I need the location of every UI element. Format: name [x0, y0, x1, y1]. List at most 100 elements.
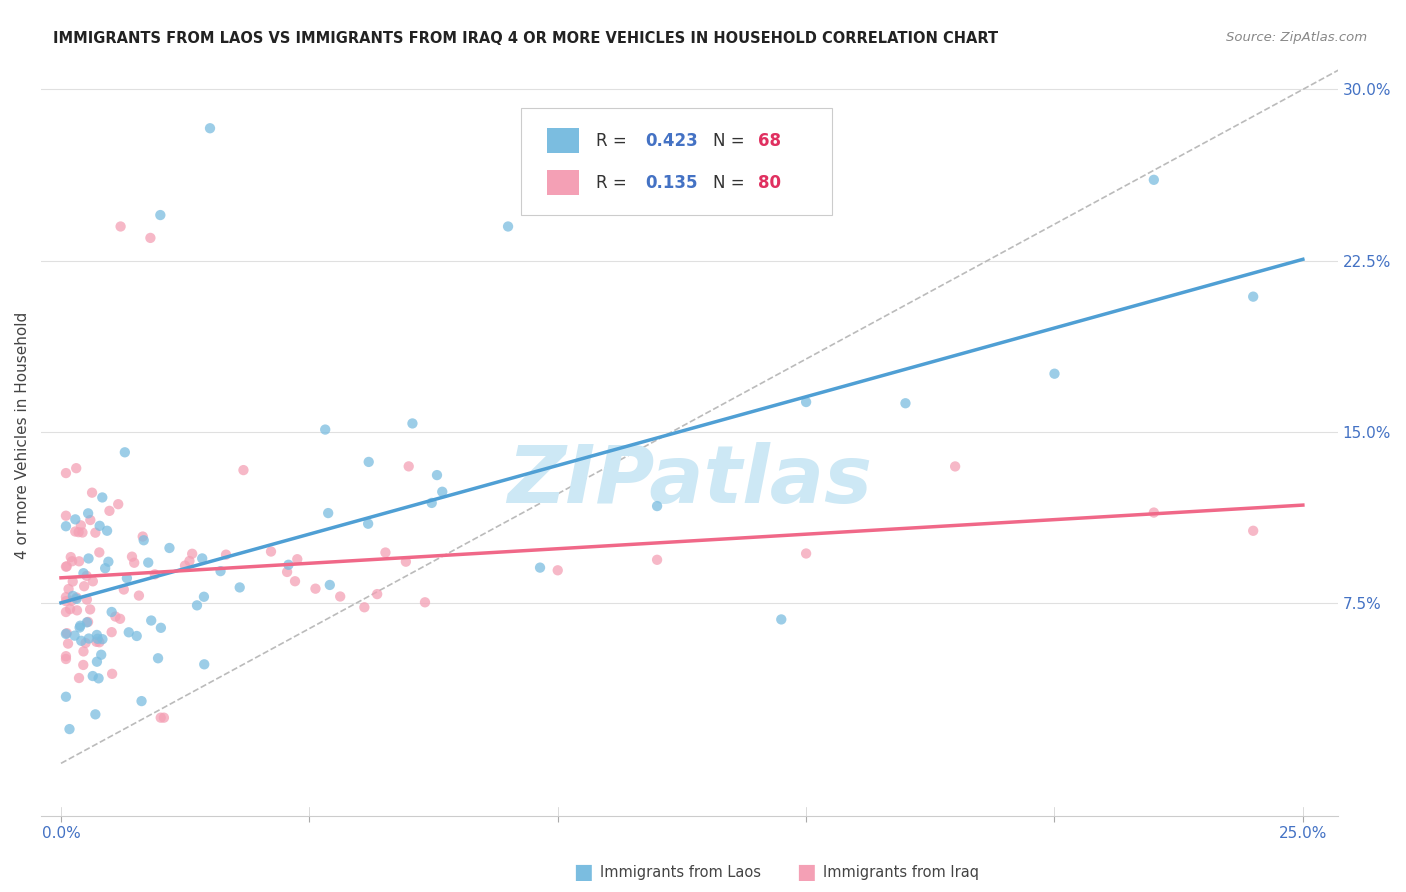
Point — [159, 541, 181, 555]
Point — [374, 545, 396, 559]
Point — [141, 614, 163, 628]
Point — [304, 582, 326, 596]
Point — [55, 508, 77, 523]
Point — [284, 574, 307, 589]
Point — [89, 519, 111, 533]
Point — [55, 652, 77, 666]
Point — [232, 463, 254, 477]
Point — [193, 590, 215, 604]
Point — [72, 525, 94, 540]
Point — [770, 612, 793, 626]
Point — [59, 550, 82, 565]
Point — [70, 518, 93, 533]
Point — [131, 694, 153, 708]
Point — [260, 544, 283, 558]
Point — [65, 461, 87, 475]
Point — [79, 602, 101, 616]
Point — [146, 651, 169, 665]
Point — [67, 554, 90, 568]
Point — [69, 618, 91, 632]
Point — [209, 564, 232, 578]
Point — [62, 574, 84, 589]
Point — [59, 602, 82, 616]
Point — [86, 632, 108, 646]
Point — [77, 615, 100, 629]
Point — [89, 545, 111, 559]
Point — [794, 547, 817, 561]
Point — [108, 612, 131, 626]
Point — [94, 561, 117, 575]
Point — [65, 591, 87, 605]
Point — [894, 396, 917, 410]
Point — [316, 506, 339, 520]
Point — [143, 567, 166, 582]
Point — [84, 707, 107, 722]
Point — [80, 485, 103, 500]
Point — [496, 219, 519, 234]
Point — [86, 628, 108, 642]
Point — [1143, 506, 1166, 520]
Point — [153, 711, 176, 725]
Point — [90, 648, 112, 662]
Point — [277, 558, 299, 572]
Text: N =: N = — [713, 132, 749, 151]
Point — [276, 565, 298, 579]
Point — [125, 629, 148, 643]
Point — [285, 552, 308, 566]
Point — [115, 571, 138, 585]
Point — [69, 621, 91, 635]
Text: 0.423: 0.423 — [645, 132, 697, 151]
Point — [198, 121, 221, 136]
Point — [529, 560, 551, 574]
Point — [65, 512, 87, 526]
Point — [91, 632, 114, 647]
Point — [215, 548, 238, 562]
Point — [426, 468, 449, 483]
Point — [65, 591, 87, 606]
Point — [149, 621, 172, 635]
Point — [943, 459, 966, 474]
Point — [149, 208, 172, 222]
Point — [67, 525, 90, 540]
Point — [136, 556, 159, 570]
Point — [1143, 173, 1166, 187]
Point — [77, 506, 100, 520]
Point — [60, 593, 83, 607]
Point — [100, 605, 122, 619]
Point — [96, 524, 118, 538]
Point — [112, 582, 135, 597]
Point — [76, 569, 98, 583]
Point — [55, 590, 77, 604]
Point — [101, 666, 124, 681]
Text: Immigrants from Laos: Immigrants from Laos — [600, 865, 762, 880]
Text: 0.135: 0.135 — [645, 175, 697, 193]
Point — [1043, 367, 1066, 381]
Point — [55, 690, 77, 704]
Point — [60, 554, 83, 568]
Point — [55, 605, 77, 619]
Point — [62, 589, 84, 603]
Y-axis label: 4 or more Vehicles in Household: 4 or more Vehicles in Household — [15, 312, 30, 559]
Point — [228, 581, 250, 595]
Point — [179, 554, 201, 568]
Point — [72, 644, 94, 658]
Point — [73, 579, 96, 593]
Point — [132, 530, 155, 544]
Point — [149, 711, 172, 725]
Point — [70, 633, 93, 648]
Point — [98, 504, 121, 518]
Point — [186, 599, 208, 613]
Point — [432, 484, 454, 499]
Text: Source: ZipAtlas.com: Source: ZipAtlas.com — [1226, 31, 1367, 45]
Point — [63, 629, 86, 643]
Point — [1241, 290, 1264, 304]
Point — [401, 417, 423, 431]
Point — [86, 634, 108, 648]
Text: N =: N = — [713, 175, 749, 193]
Point — [89, 635, 111, 649]
Text: 80: 80 — [758, 175, 782, 193]
Point — [55, 519, 77, 533]
Point — [110, 219, 132, 234]
Text: ■: ■ — [796, 863, 815, 882]
Point — [55, 594, 77, 608]
